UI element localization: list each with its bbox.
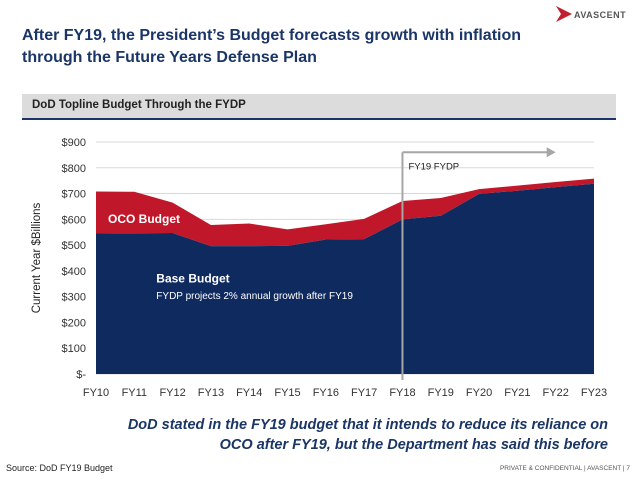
- oco-note: DoD stated in the FY19 budget that it in…: [127, 417, 608, 453]
- series-base-area: [96, 183, 594, 374]
- x-tick-label: FY22: [543, 387, 569, 399]
- fydp-label: FY19 FYDP: [408, 161, 459, 172]
- footer-confidential: PRIVATE & CONFIDENTIAL | AVASCENT | 7: [499, 465, 630, 472]
- y-tick-label: $300: [62, 292, 86, 304]
- y-tick-label: $400: [62, 266, 86, 278]
- page-title: After FY19, the President’s Budget forec…: [22, 27, 522, 66]
- x-tick-label: FY16: [313, 387, 339, 399]
- logo-text: AVASCENT: [574, 10, 627, 20]
- y-tick-label: $900: [62, 137, 86, 149]
- y-tick-label: $100: [62, 343, 86, 355]
- x-tick-label: FY13: [198, 387, 224, 399]
- series-oco-area: [96, 178, 594, 247]
- y-tick-label: $700: [62, 189, 86, 201]
- chart-header-title: DoD Topline Budget Through the FYDP: [32, 99, 246, 111]
- x-tick-label: FY12: [159, 387, 185, 399]
- chart-header-bar: DoD Topline Budget Through the FYDP: [22, 94, 616, 120]
- x-tick-label: FY23: [581, 387, 607, 399]
- base-budget-sublabel: FYDP projects 2% annual growth after FY1…: [156, 291, 353, 302]
- x-tick-label: FY14: [236, 387, 262, 399]
- x-tick-label: FY18: [389, 387, 415, 399]
- avascent-arrow-logo-icon: [556, 6, 572, 22]
- x-tick-label: FY17: [351, 387, 377, 399]
- fydp-arrow-head: [546, 147, 556, 158]
- y-tick-label: $500: [62, 240, 86, 252]
- x-tick-label: FY19: [428, 387, 454, 399]
- logo: AVASCENT: [554, 4, 634, 26]
- y-tick-label: $200: [62, 317, 86, 329]
- y-axis-label: Current Year $Billions: [31, 202, 43, 313]
- y-tick-label: $600: [62, 214, 86, 226]
- x-tick-label: FY10: [83, 387, 109, 399]
- topline-area-chart: $- $100 $200 $300 $400 $500 $600 $700 $800 $900 Cu…: [31, 137, 607, 399]
- x-tick-label: FY11: [122, 387, 147, 399]
- x-tick-label: FY20: [466, 387, 492, 399]
- x-tick-label: FY15: [274, 387, 300, 399]
- oco-budget-label: OCO Budget: [108, 212, 180, 226]
- source-note: Source: DoD FY19 Budget: [6, 463, 113, 473]
- base-budget-label: Base Budget: [156, 271, 229, 285]
- y-tick-label: $800: [62, 163, 86, 175]
- x-tick-label: FY21: [504, 387, 530, 399]
- y-tick-label: $-: [76, 369, 86, 381]
